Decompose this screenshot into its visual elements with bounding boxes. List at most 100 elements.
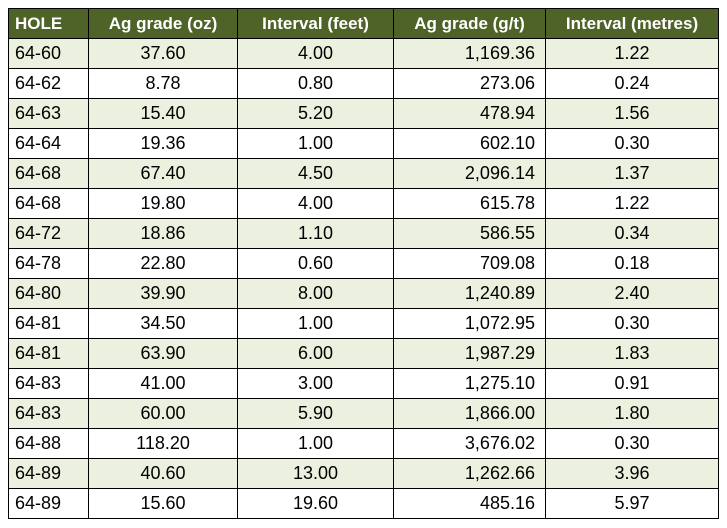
table-row: 64-62 8.78 0.80 273.06 0.24 <box>8 68 719 99</box>
table-cell: 1,262.66 <box>393 458 546 489</box>
table-row: 64-68 19.80 4.00 615.78 1.22 <box>8 188 719 219</box>
table-cell: 3.00 <box>237 368 394 399</box>
table-cell: 1.22 <box>545 38 719 69</box>
table-cell: 37.60 <box>88 38 238 69</box>
table-cell: 8.78 <box>88 68 238 99</box>
table-cell: 63.90 <box>88 338 238 369</box>
table-cell: 64-68 <box>8 158 89 189</box>
table-cell: 273.06 <box>393 68 546 99</box>
table-cell: 1.83 <box>545 338 719 369</box>
header-row: HOLE Ag grade (oz) Interval (feet) Ag grade… <box>8 8 719 39</box>
table-cell: 1.00 <box>237 308 394 339</box>
table-cell: 5.90 <box>237 398 394 429</box>
table-row: 64-81 34.50 1.00 1,072.95 0.30 <box>8 308 719 339</box>
table-cell: 709.08 <box>393 248 546 279</box>
table-cell: 39.90 <box>88 278 238 309</box>
table-cell: 0.24 <box>545 68 719 99</box>
table-cell: 478.94 <box>393 98 546 129</box>
table-cell: 64-83 <box>8 398 89 429</box>
table-cell: 0.80 <box>237 68 394 99</box>
header-cell: Ag grade (oz) <box>88 8 238 39</box>
table-cell: 485.16 <box>393 488 546 519</box>
table-row: 64-80 39.90 8.00 1,240.89 2.40 <box>8 278 719 309</box>
table-body: 64-60 37.60 4.00 1,169.36 1.22 64-62 8.78 0.80 2… <box>8 38 719 519</box>
table-cell: 64-81 <box>8 308 89 339</box>
table-cell: 64-89 <box>8 458 89 489</box>
header-cell: Interval (metres) <box>545 8 719 39</box>
table-cell: 19.60 <box>237 488 394 519</box>
table-cell: 586.55 <box>393 218 546 249</box>
table-row: 64-72 18.86 1.10 586.55 0.34 <box>8 218 719 249</box>
table-row: 64-60 37.60 4.00 1,169.36 1.22 <box>8 38 719 69</box>
table-cell: 40.60 <box>88 458 238 489</box>
table-cell: 64-64 <box>8 128 89 159</box>
table-cell: 13.00 <box>237 458 394 489</box>
table-cell: 4.00 <box>237 38 394 69</box>
table-cell: 1.37 <box>545 158 719 189</box>
table-cell: 15.60 <box>88 488 238 519</box>
table-row: 64-64 19.36 1.00 602.10 0.30 <box>8 128 719 159</box>
table-cell: 1,866.00 <box>393 398 546 429</box>
table-cell: 1.80 <box>545 398 719 429</box>
table-cell: 64-60 <box>8 38 89 69</box>
table-cell: 0.30 <box>545 428 719 459</box>
table-cell: 64-62 <box>8 68 89 99</box>
table-cell: 64-83 <box>8 368 89 399</box>
table-row: 64-68 67.40 4.50 2,096.14 1.37 <box>8 158 719 189</box>
table-cell: 5.20 <box>237 98 394 129</box>
table-cell: 15.40 <box>88 98 238 129</box>
table-cell: 1,240.89 <box>393 278 546 309</box>
table-row: 64-78 22.80 0.60 709.08 0.18 <box>8 248 719 279</box>
table-cell: 0.18 <box>545 248 719 279</box>
table-cell: 602.10 <box>393 128 546 159</box>
table-cell: 8.00 <box>237 278 394 309</box>
table-container: HOLE Ag grade (oz) Interval (feet) Ag grade… <box>8 8 719 519</box>
header-cell: HOLE <box>8 8 89 39</box>
table-cell: 64-88 <box>8 428 89 459</box>
table-cell: 34.50 <box>88 308 238 339</box>
table-cell: 1,987.29 <box>393 338 546 369</box>
table-cell: 1.00 <box>237 128 394 159</box>
table-cell: 19.36 <box>88 128 238 159</box>
data-table: HOLE Ag grade (oz) Interval (feet) Ag grade… <box>8 8 719 519</box>
table-row: 64-83 60.00 5.90 1,866.00 1.80 <box>8 398 719 429</box>
table-cell: 4.50 <box>237 158 394 189</box>
table-cell: 64-81 <box>8 338 89 369</box>
table-cell: 64-78 <box>8 248 89 279</box>
table-cell: 118.20 <box>88 428 238 459</box>
table-cell: 60.00 <box>88 398 238 429</box>
table-row: 64-89 15.60 19.60 485.16 5.97 <box>8 488 719 519</box>
table-cell: 22.80 <box>88 248 238 279</box>
table-cell: 18.86 <box>88 218 238 249</box>
table-cell: 1.10 <box>237 218 394 249</box>
table-cell: 1,072.95 <box>393 308 546 339</box>
table-cell: 64-80 <box>8 278 89 309</box>
header-cell: Ag grade (g/t) <box>393 8 546 39</box>
table-cell: 1.56 <box>545 98 719 129</box>
header-cell: Interval (feet) <box>237 8 394 39</box>
table-cell: 2,096.14 <box>393 158 546 189</box>
table-cell: 41.00 <box>88 368 238 399</box>
table-cell: 67.40 <box>88 158 238 189</box>
table-row: 64-81 63.90 6.00 1,987.29 1.83 <box>8 338 719 369</box>
table-cell: 64-68 <box>8 188 89 219</box>
table-cell: 64-72 <box>8 218 89 249</box>
table-cell: 6.00 <box>237 338 394 369</box>
table-cell: 0.91 <box>545 368 719 399</box>
table-row: 64-63 15.40 5.20 478.94 1.56 <box>8 98 719 129</box>
table-cell: 0.30 <box>545 308 719 339</box>
table-cell: 4.00 <box>237 188 394 219</box>
table-row: 64-89 40.60 13.00 1,262.66 3.96 <box>8 458 719 489</box>
table-cell: 5.97 <box>545 488 719 519</box>
table-cell: 2.40 <box>545 278 719 309</box>
table-cell: 615.78 <box>393 188 546 219</box>
table-cell: 0.30 <box>545 128 719 159</box>
table-row: 64-88 118.20 1.00 3,676.02 0.30 <box>8 428 719 459</box>
table-cell: 1,169.36 <box>393 38 546 69</box>
table-cell: 19.80 <box>88 188 238 219</box>
table-cell: 3,676.02 <box>393 428 546 459</box>
table-cell: 3.96 <box>545 458 719 489</box>
table-cell: 64-63 <box>8 98 89 129</box>
table-cell: 64-89 <box>8 488 89 519</box>
